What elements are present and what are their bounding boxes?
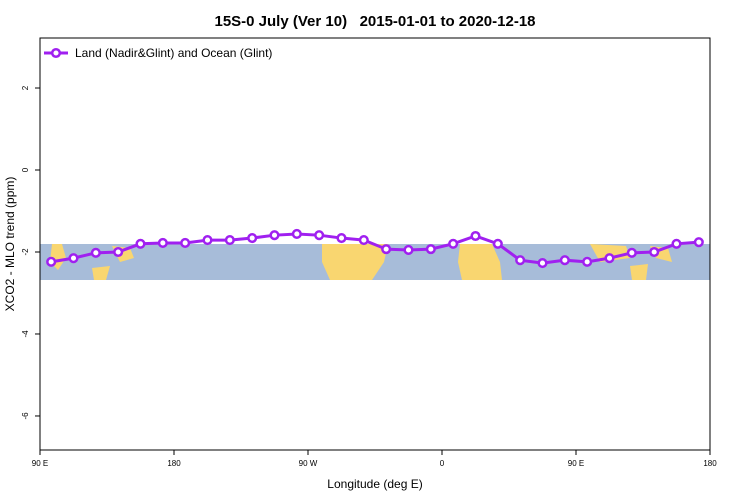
y-axis-label: XCO2 - MLO trend (ppm) xyxy=(3,177,17,312)
data-point xyxy=(403,244,414,255)
x-axis-label: Longitude (deg E) xyxy=(327,477,422,491)
data-point xyxy=(291,228,302,240)
data-point xyxy=(358,235,369,246)
data-point xyxy=(582,256,593,267)
data-point xyxy=(180,237,191,249)
data-point xyxy=(68,253,79,264)
data-point xyxy=(604,253,615,264)
data-point xyxy=(492,238,503,249)
data-point xyxy=(537,258,548,269)
chart-title: 15S-0 July (Ver 10) 2015-01-01 to 2020-1… xyxy=(214,13,535,30)
y-tick-label: 2 xyxy=(21,85,30,90)
y-tick-label: 0 xyxy=(21,167,30,172)
legend-label: Land (Nadir&Glint) and Ocean (Glint) xyxy=(75,46,272,60)
data-point xyxy=(671,238,682,249)
x-tick-label: 180 xyxy=(167,459,181,468)
x-tick-label: 90 E xyxy=(568,459,584,468)
legend-marker xyxy=(50,47,62,59)
data-point xyxy=(90,247,101,258)
map-background xyxy=(40,244,710,280)
data-point xyxy=(202,235,213,246)
data-point xyxy=(247,233,258,244)
y-tick-label: -6 xyxy=(21,412,30,420)
data-point xyxy=(135,238,146,249)
x-tick-label: 90 E xyxy=(32,459,48,468)
data-point xyxy=(448,238,459,249)
data-point xyxy=(46,256,57,267)
data-point xyxy=(314,230,325,241)
data-point xyxy=(470,230,481,242)
data-point xyxy=(224,235,235,246)
y-tick-label: -2 xyxy=(21,248,30,256)
data-point xyxy=(649,246,660,258)
data-point xyxy=(381,244,392,255)
data-point xyxy=(157,237,168,249)
data-point xyxy=(559,255,570,266)
y-tick-label: -4 xyxy=(21,330,30,338)
data-point xyxy=(515,255,526,266)
data-point xyxy=(269,230,280,241)
x-tick-label: 90 W xyxy=(299,459,318,468)
data-point xyxy=(113,246,124,258)
data-point xyxy=(336,233,347,244)
data-point xyxy=(425,244,436,255)
data-point xyxy=(626,247,637,258)
data-point xyxy=(693,237,704,248)
x-tick-label: 0 xyxy=(440,459,445,468)
plot-frame xyxy=(39,37,711,451)
x-tick-label: 180 xyxy=(703,459,717,468)
